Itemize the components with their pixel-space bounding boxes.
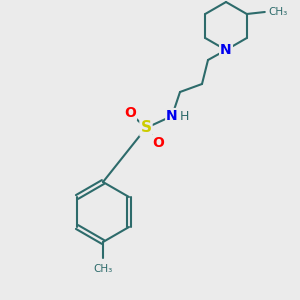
Text: O: O — [124, 106, 136, 120]
Text: H: H — [179, 110, 189, 122]
Text: N: N — [220, 43, 232, 57]
Text: O: O — [152, 136, 164, 150]
Text: S: S — [140, 121, 152, 136]
Text: CH₃: CH₃ — [93, 264, 112, 274]
Text: CH₃: CH₃ — [269, 7, 288, 17]
Text: N: N — [220, 43, 232, 57]
Text: N: N — [166, 109, 178, 123]
